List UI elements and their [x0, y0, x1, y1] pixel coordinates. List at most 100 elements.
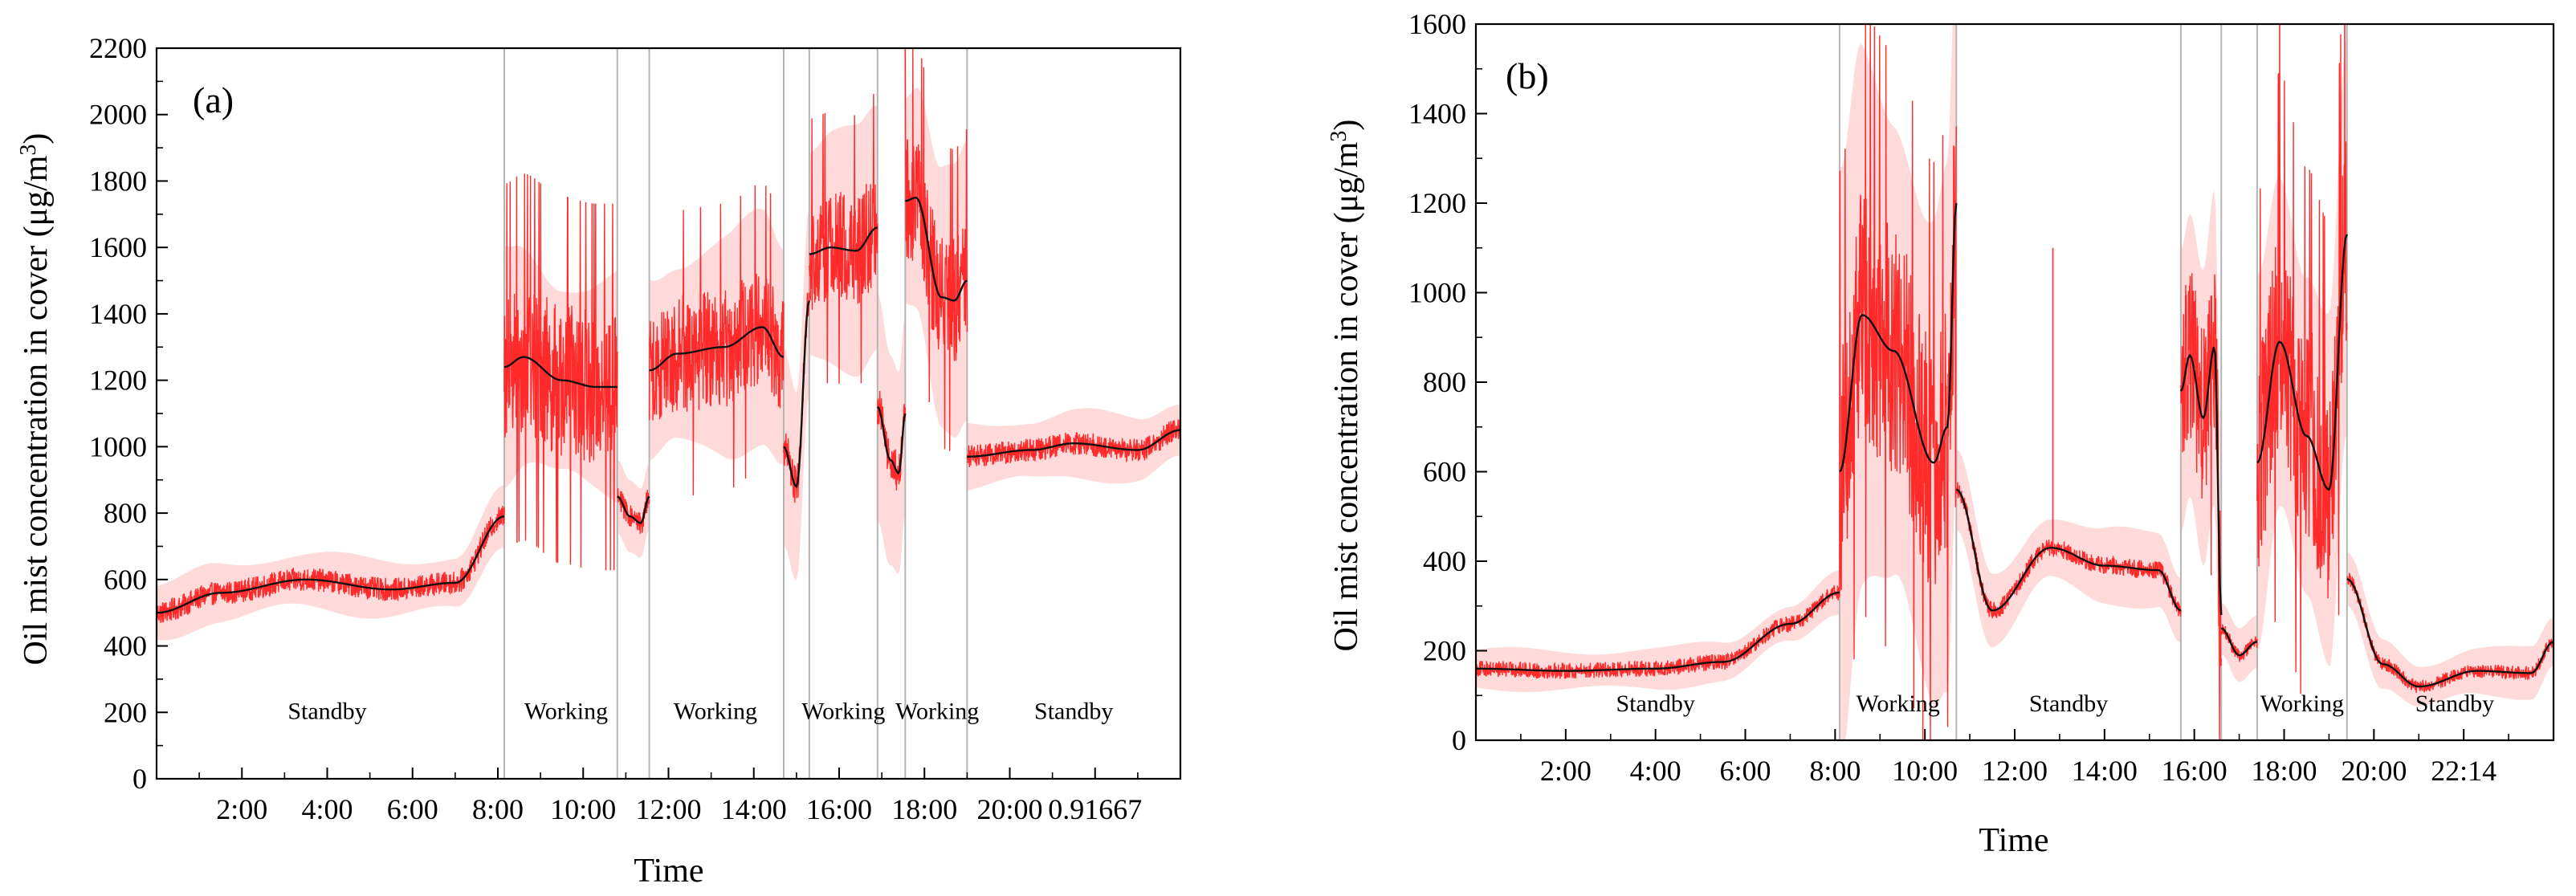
x-tick-label: 2:00 — [1540, 755, 1592, 787]
phase-label: Working — [2260, 690, 2344, 717]
phase-label: Working — [674, 698, 757, 725]
x-tick-label: 8:00 — [472, 793, 524, 825]
fitted-curve — [783, 300, 810, 489]
confidence-band — [877, 291, 906, 574]
confidence-band — [157, 485, 504, 641]
y-tick-group: 0 200 400 600 800 1000 1200 1400 1600 1800 2000 220… — [89, 32, 168, 795]
x-tick-label: 4:00 — [1630, 755, 1681, 787]
fitted-curve — [617, 495, 650, 524]
x-tick-label: 18:00 — [2251, 755, 2317, 787]
x-tick-label: 10:00 — [550, 793, 616, 825]
y-tick-label: 200 — [1423, 635, 1466, 667]
phase-label-group: Standby Working Working Working Working Stand… — [287, 698, 1113, 725]
fitted-curve — [503, 356, 618, 389]
fitted-curve — [2179, 347, 2223, 615]
x-tick-label: 16:00 — [2162, 755, 2228, 787]
x-tick-label: 4:00 — [301, 793, 353, 825]
x-tick-group: 2:00 4:00 6:00 8:00 10:00 12:00 14:00 16:00 18:0… — [198, 768, 1142, 825]
fitted-curve — [1476, 591, 1840, 672]
x-tick-label: 0.91667 — [1048, 793, 1142, 825]
confidence-band — [1476, 570, 1840, 693]
phase-label: Working — [524, 698, 608, 725]
y-axis-label: Oil mist concentration in cover (μg/m3) — [16, 133, 55, 666]
y-tick-group: 0 200 400 600 800 1000 1200 1400 1600 — [1408, 8, 1487, 756]
raw-series-line — [2256, 34, 2348, 694]
phase-label: Standby — [287, 698, 366, 725]
phase-label: Working — [895, 698, 979, 725]
x-tick-label: 12:00 — [635, 793, 701, 825]
y-tick-label: 800 — [1423, 366, 1466, 398]
phase-label: Working — [801, 698, 885, 725]
x-tick-label: 14:00 — [2072, 755, 2138, 787]
x-tick-group: 2:00 4:00 6:00 8:00 10:00 12:00 14:00 16:00 18:0… — [1520, 729, 2509, 787]
y-tick-label: 800 — [104, 497, 147, 529]
fitted-curve — [157, 515, 505, 614]
raw-series-line — [1839, 24, 1958, 740]
x-tick-label: 2:00 — [216, 793, 267, 825]
x-tick-label: 14:00 — [721, 793, 787, 825]
raw-series-group — [157, 48, 1180, 623]
y-axis-label-superscript: 3 — [16, 145, 41, 156]
phase-label: Standby — [1616, 690, 1694, 717]
panel-label: (a) — [193, 79, 234, 120]
raw-series-line — [904, 48, 968, 451]
raw-series-line — [617, 487, 650, 534]
x-axis-label: Time — [1979, 822, 2048, 859]
panel-label: (b) — [1506, 55, 1549, 96]
y-tick-label: 2000 — [89, 99, 147, 131]
phase-label: Working — [1856, 690, 1939, 717]
raw-series-line — [503, 173, 618, 571]
y-axis-label-text: Oil mist concentration in cover (μg/m — [1328, 141, 1365, 651]
y-tick-label: 2200 — [89, 32, 147, 64]
y-tick-label: 1200 — [89, 365, 147, 397]
raw-series-line — [966, 419, 1180, 468]
raw-series-line — [809, 93, 878, 385]
y-tick-label: 0 — [132, 763, 147, 795]
raw-series-line — [157, 506, 505, 623]
y-tick-label: 0 — [1452, 724, 1466, 756]
raw-series-line — [1955, 482, 2182, 619]
fitted-curve — [2256, 234, 2348, 491]
x-tick-label: 22:14 — [2431, 755, 2497, 787]
y-axis-label-superscript: 3 — [1327, 131, 1351, 142]
confidence-band — [2221, 602, 2257, 682]
axes — [1474, 22, 2555, 742]
y-tick-label: 1600 — [89, 231, 147, 263]
fitted-curve — [2220, 627, 2258, 657]
fitted-curve — [1839, 202, 1958, 473]
y-tick-label: 200 — [104, 696, 147, 728]
y-tick-label: 400 — [104, 630, 147, 662]
confidence-band — [1839, 24, 1957, 740]
y-axis-label-close: ) — [18, 133, 55, 145]
y-tick-label: 1800 — [89, 165, 147, 197]
y-tick-label: 1400 — [1408, 98, 1466, 130]
confidence-band — [783, 207, 809, 581]
y-tick-label: 1000 — [89, 430, 147, 462]
confidence-band — [617, 459, 650, 558]
x-tick-label: 20:00 — [2341, 755, 2407, 787]
phase-label: Standby — [2415, 690, 2494, 717]
fitted-curve-group — [157, 196, 1180, 614]
y-tick-label: 600 — [1423, 456, 1466, 488]
confidence-band — [2346, 552, 2554, 707]
x-tick-label: 8:00 — [1809, 755, 1861, 787]
raw-series-line — [648, 185, 785, 496]
fitted-curve — [649, 326, 785, 372]
fitted-curve — [876, 405, 907, 475]
y-tick-label: 600 — [104, 564, 147, 596]
x-tick-label: 20:00 — [976, 793, 1042, 825]
fitted-curve — [967, 429, 1180, 458]
chart-panel-b: 0 200 400 600 800 1000 1200 1400 1600 2:00 4:00 6:… — [1327, 8, 2555, 859]
fitted-curve — [809, 226, 878, 255]
y-tick-label: 1600 — [1408, 8, 1466, 40]
x-tick-label: 10:00 — [1892, 755, 1958, 787]
x-tick-label: 6:00 — [387, 793, 438, 825]
phase-label: Standby — [2029, 690, 2108, 717]
chart-panel-a: 0 200 400 600 800 1000 1200 1400 1600 1800 2000 220… — [16, 32, 1182, 890]
x-tick-label: 6:00 — [1719, 755, 1771, 787]
y-tick-label: 1400 — [89, 298, 147, 330]
raw-series-line — [877, 390, 906, 491]
fitted-curve-group — [1476, 202, 2554, 688]
x-tick-label: 12:00 — [1982, 755, 2048, 787]
